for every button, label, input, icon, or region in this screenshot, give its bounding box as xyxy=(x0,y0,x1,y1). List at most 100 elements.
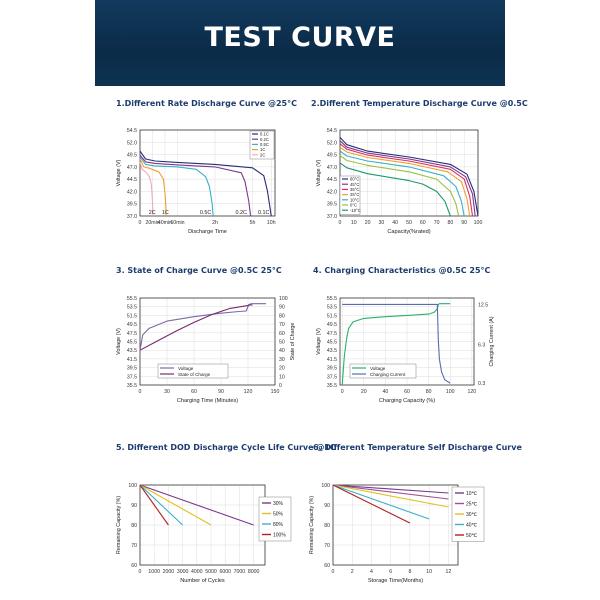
legend-label: 60°C xyxy=(350,177,359,182)
legend-label: 0.2C xyxy=(260,137,269,142)
legend-label: 50% xyxy=(273,511,284,517)
y-tick-label: 70 xyxy=(324,543,330,549)
series-line-30 xyxy=(332,484,449,508)
chart-title-state-of-charge: 3. State of Charge Curve @0.5C 25°C xyxy=(116,266,282,275)
x-tick-label: 80 xyxy=(448,220,454,226)
legend-box xyxy=(157,363,229,379)
x-tick-label: 0 xyxy=(139,389,142,395)
x-tick-label: 8 xyxy=(408,569,411,575)
legend-label: 0.1C xyxy=(260,132,269,137)
x-tick-label: 100 xyxy=(446,389,455,395)
x-tick-label: 7000 xyxy=(234,569,246,575)
y-tick-label: 53.5 xyxy=(127,305,137,311)
legend-label: 40℃ xyxy=(466,522,478,528)
x-tick-label: 6 xyxy=(389,569,392,575)
series-line-35c xyxy=(339,143,474,217)
series-line-05c xyxy=(139,156,214,217)
series-line-45c xyxy=(339,140,476,217)
x-tick-label: 40 xyxy=(392,220,398,226)
x-tick-label: 0 xyxy=(139,220,142,226)
x-tick-label: 60 xyxy=(420,220,426,226)
y-tick-label: 35.5 xyxy=(127,383,137,389)
x-tick-label: 40 xyxy=(382,389,388,395)
series-line-01c xyxy=(139,150,272,217)
y-tick-label: 52.0 xyxy=(127,140,137,146)
y-tick-label: 49.5 xyxy=(127,153,137,159)
y2-tick-label: 0.3 xyxy=(478,381,485,387)
y-axis-label: Voltage (V) xyxy=(116,328,122,355)
legend-label: 30℃ xyxy=(466,512,478,518)
x-tick-label: 50 xyxy=(406,220,412,226)
x-tick-label: 5000 xyxy=(205,569,217,575)
y-tick-label: 45.5 xyxy=(327,340,337,346)
legend-label: 25°C xyxy=(350,192,359,197)
y-tick-label: 51.5 xyxy=(327,313,337,319)
chart-title-temperature-discharge: 2.Different Temperature Discharge Curve … xyxy=(311,99,528,108)
legend-label: 0°C xyxy=(350,203,357,208)
x-tick-label: 0 xyxy=(339,220,342,226)
y-tick-label: 90 xyxy=(131,503,137,509)
legend-box xyxy=(349,363,417,379)
x-tick-label: 60min xyxy=(170,220,184,226)
y2-axis-label: State of Charge xyxy=(290,323,296,361)
x-tick-label: 1000 xyxy=(148,569,160,575)
x-tick-label: 8000 xyxy=(248,569,260,575)
y-tick-label: 49.5 xyxy=(127,322,137,328)
y-tick-label: 41.5 xyxy=(127,357,137,363)
series-line-02c xyxy=(139,154,252,217)
legend-label: 10℃ xyxy=(466,491,478,497)
legend-label: 100% xyxy=(273,532,286,538)
series-line-1c xyxy=(139,158,167,217)
series-line-60c xyxy=(339,137,479,217)
y2-axis-label: Charging Current (A) xyxy=(489,316,495,366)
y2-tick-label: 20 xyxy=(279,366,285,372)
y-tick-label: 39.5 xyxy=(127,366,137,372)
y-tick-label: 100 xyxy=(128,483,137,489)
y-tick-label: 41.5 xyxy=(327,357,337,363)
plot-frame xyxy=(139,297,276,386)
series-line-10c xyxy=(339,162,451,217)
x-tick-label: 2h xyxy=(212,220,218,226)
legend-label: 25℃ xyxy=(466,501,478,507)
x-tick-label: 20 xyxy=(361,389,367,395)
y-axis-label: Voltage (V) xyxy=(116,159,122,186)
x-tick-label: 6000 xyxy=(219,569,231,575)
y-tick-label: 39.5 xyxy=(327,202,337,208)
series-line-0c xyxy=(339,155,460,217)
y-tick-label: 54.5 xyxy=(127,128,137,134)
y-tick-label: 39.5 xyxy=(327,366,337,372)
y-tick-label: 80 xyxy=(131,523,137,529)
legend-label: 80% xyxy=(273,522,284,528)
legend-label: Voltage xyxy=(370,366,386,371)
y-tick-label: 43.5 xyxy=(327,348,337,354)
x-tick-label: 10h xyxy=(267,220,276,226)
series-line-10 xyxy=(332,484,449,494)
series-line-chargingcurrent xyxy=(342,303,451,384)
x-tick-label: 2000 xyxy=(163,569,175,575)
legend-label: Voltage xyxy=(178,366,194,371)
legend-label: 45°C xyxy=(350,182,359,187)
y-tick-label: 37.5 xyxy=(327,374,337,380)
x-tick-label: 12 xyxy=(445,569,451,575)
x-tick-label: 120 xyxy=(468,389,477,395)
x-tick-label: 10 xyxy=(351,220,357,226)
y-axis-label: Voltage (V) xyxy=(316,328,322,355)
y2-tick-label: 60 xyxy=(279,331,285,337)
y2-tick-label: 80 xyxy=(279,313,285,319)
series-line-25 xyxy=(332,484,449,500)
x-tick-label: 40min xyxy=(158,220,172,226)
y-tick-label: 35.5 xyxy=(327,383,337,389)
y-tick-label: 43.5 xyxy=(127,348,137,354)
x-tick-label: 20 xyxy=(365,220,371,226)
chart-title-rate-discharge: 1.Different Rate Discharge Curve @25°C xyxy=(116,99,297,108)
y2-tick-label: 70 xyxy=(279,322,285,328)
x-tick-label: 0 xyxy=(341,389,344,395)
plot-frame xyxy=(339,297,475,386)
y-tick-label: 44.5 xyxy=(127,177,137,183)
x-tick-label: 30 xyxy=(164,389,170,395)
rate-discharge-chart: 37.0 39.5 42.0 44.5 47.0 49.5 52.0 54.5 0 20min40… xyxy=(116,128,276,235)
y-tick-label: 60 xyxy=(324,563,330,569)
x-axis-label: Storage Time(Months) xyxy=(368,578,423,584)
y-tick-label: 80 xyxy=(324,523,330,529)
series-line-10c xyxy=(339,150,465,217)
